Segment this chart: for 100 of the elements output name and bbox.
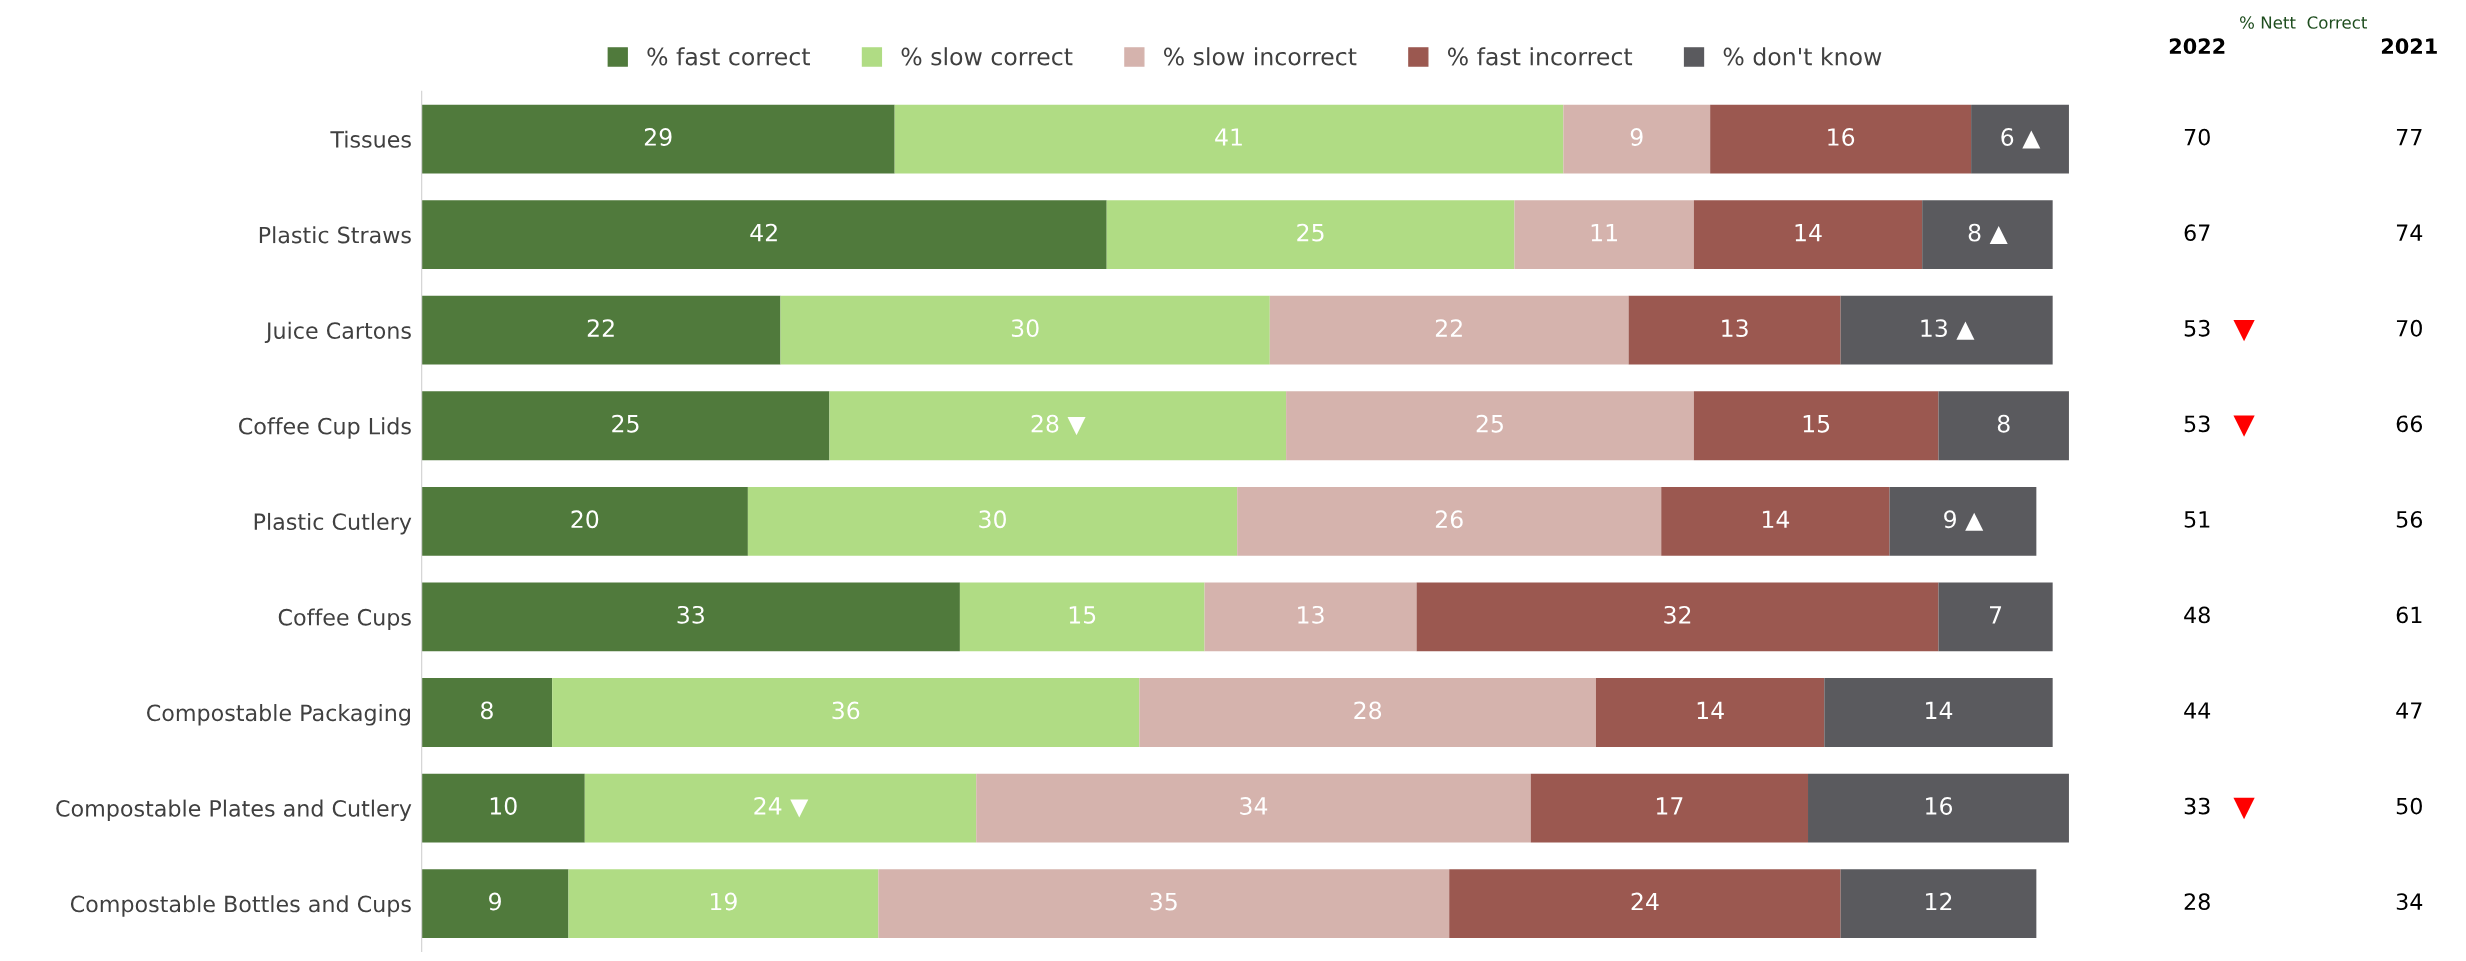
data-label: 42 xyxy=(750,223,777,242)
data-label: 25 xyxy=(612,414,639,433)
bar xyxy=(747,486,1238,556)
bar xyxy=(421,200,1107,270)
data-label: 14 xyxy=(1762,510,1790,528)
bar xyxy=(1661,486,1890,556)
legend-label: % slow incorrect xyxy=(1164,47,1357,66)
bar xyxy=(1840,295,2053,365)
data-label: 22 xyxy=(587,319,614,337)
bar xyxy=(1808,773,2069,843)
y-tick-label: Plastic Straws xyxy=(259,226,411,244)
legend-label: % don't know xyxy=(1723,47,1882,66)
bar xyxy=(568,869,879,939)
text: 66 xyxy=(2396,415,2423,433)
text: 34 xyxy=(2396,893,2423,911)
data-label: 13 xyxy=(1298,605,1324,624)
data-label: 30 xyxy=(1011,319,1039,338)
bar xyxy=(894,104,1564,174)
bar xyxy=(1971,104,2069,174)
bar xyxy=(421,582,960,652)
data-label: 24 xyxy=(1631,892,1659,911)
bar xyxy=(878,869,1450,939)
data-label: 36 xyxy=(832,701,860,720)
bar xyxy=(1938,391,2069,461)
data-label: 30 xyxy=(979,510,1006,529)
bar xyxy=(1922,200,2053,270)
data-label: 13 ▲ xyxy=(1921,319,1975,340)
text: 53 ▼ xyxy=(2184,319,2255,342)
bar xyxy=(780,295,1270,365)
bar xyxy=(1595,678,1825,747)
text: 2021 xyxy=(2381,38,2437,55)
data-label: 17 xyxy=(1656,797,1683,815)
legend-label: % fast correct xyxy=(647,47,810,66)
text: 61 xyxy=(2396,606,2422,624)
y-tick-label: Plastic Cutlery xyxy=(254,512,412,535)
data-label: 11 xyxy=(1591,223,1617,242)
data-label: 16 xyxy=(1828,128,1855,146)
bar xyxy=(829,391,1287,461)
bar xyxy=(421,391,830,461)
bar xyxy=(421,678,553,747)
bar xyxy=(421,773,585,843)
data-label: 14 xyxy=(1697,701,1724,719)
data-label: 8 xyxy=(1997,414,2010,433)
data-label: 8 ▲ xyxy=(1968,223,2008,245)
text: 2022 xyxy=(2169,38,2225,55)
bar xyxy=(1204,582,1417,652)
bar xyxy=(976,773,1531,843)
data-label: 14 xyxy=(1795,223,1822,242)
bar xyxy=(959,582,1205,652)
data-label: 15 xyxy=(1803,415,1830,433)
text: 67 xyxy=(2184,224,2210,242)
text: 48 xyxy=(2184,606,2210,624)
bar xyxy=(1824,678,2053,747)
data-label: 22 xyxy=(1435,319,1462,337)
bar xyxy=(1139,678,1596,747)
bar xyxy=(1416,582,1939,652)
bar xyxy=(1237,486,1662,556)
data-label: 35 xyxy=(1150,892,1177,911)
data-label: 41 xyxy=(1215,128,1242,146)
data-label: 29 xyxy=(644,128,672,146)
bar xyxy=(1106,200,1515,270)
bar xyxy=(1269,295,1629,365)
y-tick-label: Coffee Cups xyxy=(278,608,411,630)
bar xyxy=(1530,773,1809,843)
data-label: 13 xyxy=(1722,319,1748,338)
text: 56 xyxy=(2396,510,2423,528)
data-label: 20 xyxy=(571,510,599,529)
data-label: 19 xyxy=(710,892,737,911)
bar xyxy=(1938,582,2053,652)
data-label: 9 xyxy=(489,892,501,911)
bar xyxy=(1693,200,1923,270)
text: 44 xyxy=(2184,702,2211,719)
bar xyxy=(1840,869,2037,939)
text: % Nett Correct xyxy=(2239,16,2368,29)
data-label: 26 xyxy=(1435,510,1463,529)
data-label: 25 xyxy=(1297,223,1324,242)
data-label: 12 xyxy=(1926,892,1952,911)
text: 51 xyxy=(2184,511,2210,528)
text: 47 xyxy=(2396,702,2422,719)
bar xyxy=(1514,200,1694,270)
bar xyxy=(421,104,895,174)
y-tick-label: Juice Cartons xyxy=(264,321,411,344)
y-tick-label: Compostable Packaging xyxy=(147,704,410,726)
bar xyxy=(421,486,748,556)
data-label: 14 xyxy=(1926,701,1953,719)
text: 33 ▼ xyxy=(2184,797,2255,820)
text: 50 xyxy=(2396,797,2422,815)
bar xyxy=(1563,104,1711,174)
text: 28 xyxy=(2184,893,2210,911)
data-label: 34 xyxy=(1240,797,1268,815)
data-label: 28 ▼ xyxy=(1031,414,1086,436)
bar xyxy=(1889,486,2037,556)
legend-label: % slow correct xyxy=(901,47,1073,66)
bar xyxy=(421,295,781,365)
data-label: 33 xyxy=(677,605,704,624)
bar xyxy=(1449,869,1841,939)
text: 74 xyxy=(2396,224,2423,241)
y-tick-label: Coffee Cup Lids xyxy=(239,417,411,439)
bar xyxy=(1628,295,1841,365)
bar xyxy=(421,869,569,939)
